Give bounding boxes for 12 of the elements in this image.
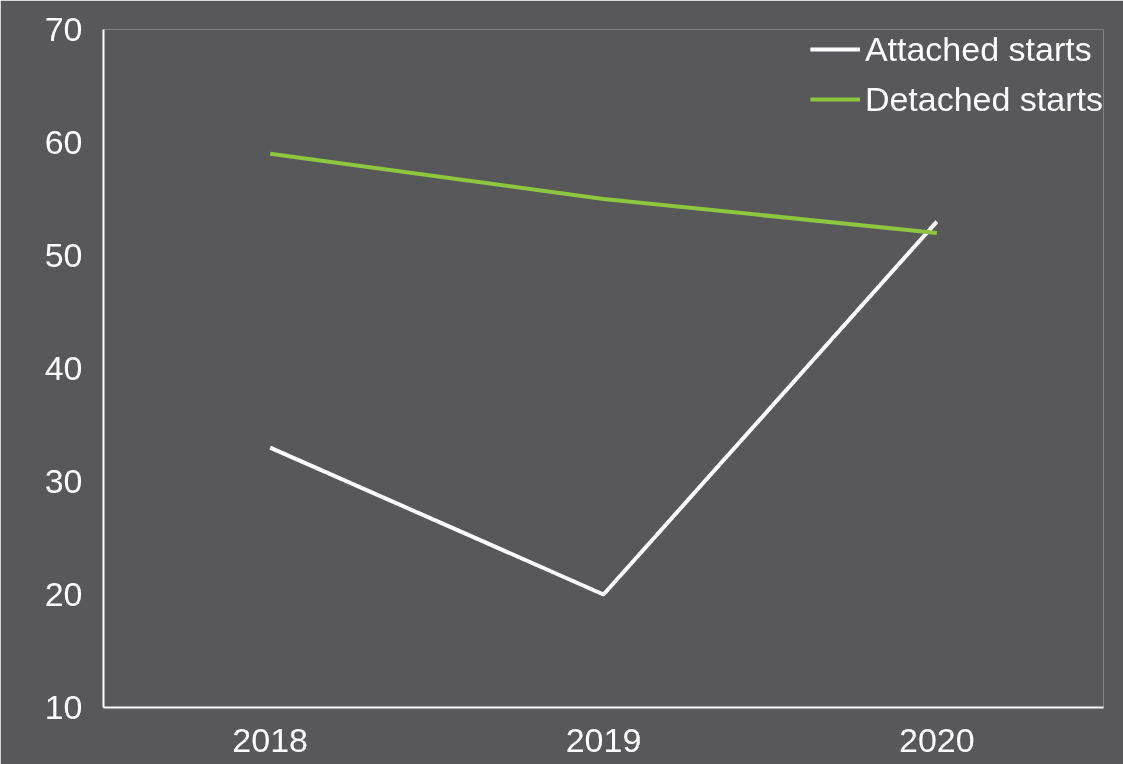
y-tick-label: 70 [44, 10, 83, 48]
x-tick-label: 2018 [232, 720, 308, 759]
y-tick-label: 10 [44, 688, 83, 726]
y-tick-label: 50 [44, 236, 83, 274]
y-tick-label: 60 [44, 123, 83, 161]
legend-label: Detached starts [864, 79, 1103, 119]
x-tick-label: 2019 [565, 720, 642, 759]
x-tick-label: 2020 [899, 720, 975, 759]
y-tick-label: 30 [44, 462, 83, 500]
y-tick-label: 40 [44, 349, 83, 387]
legend-label: Attached starts [864, 29, 1092, 69]
y-tick-label: 20 [44, 575, 83, 613]
